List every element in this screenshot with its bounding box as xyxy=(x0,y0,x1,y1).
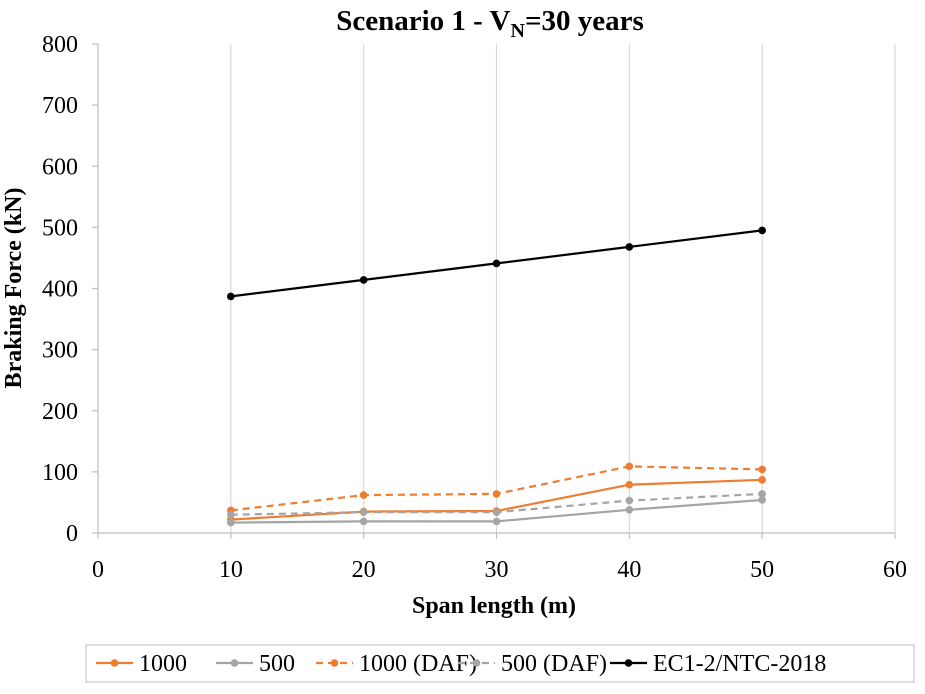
data-point-1-4 xyxy=(758,496,766,504)
data-point-0-3 xyxy=(625,480,634,489)
data-point-1-2 xyxy=(492,517,501,526)
data-point-1-1 xyxy=(359,517,368,526)
y-tick-label-2: 200 xyxy=(42,399,78,425)
y-tick-label-3: 300 xyxy=(42,338,78,364)
data-point-2-1 xyxy=(359,491,368,499)
chart-title: Scenario 1 - VN=30 years xyxy=(336,5,644,42)
data-point-2-2 xyxy=(492,490,501,498)
data-point-4-4 xyxy=(758,226,766,235)
y-axis-label: Braking Force (kN) xyxy=(1,188,27,389)
data-point-4-0 xyxy=(227,292,235,301)
x-tick-label-3: 30 xyxy=(485,557,509,583)
x-tick-label-5: 50 xyxy=(750,557,774,583)
legend-label-1: 500 xyxy=(259,651,295,677)
chart-title-prefix: Scenario 1 - V xyxy=(336,5,510,37)
legend-label-3: 500 (DAF) xyxy=(501,651,607,677)
axes: 0 100 200 300 400 500 600 700 800 0 10 20 30 40 50 60 xyxy=(42,32,907,583)
y-tick-label-1: 100 xyxy=(42,460,78,486)
chart-title-suffix: =30 years xyxy=(525,5,644,37)
chart-title-subscript: N xyxy=(511,20,526,42)
data-point-3-0 xyxy=(227,510,235,519)
data-point-4-2 xyxy=(492,259,501,268)
legend-swatch-marker-3 xyxy=(472,659,481,667)
data-point-3-4 xyxy=(758,490,766,498)
legend-swatch-marker-2 xyxy=(330,659,339,667)
legend-label-2: 1000 (DAF) xyxy=(359,651,477,677)
legend-swatch-marker-1 xyxy=(230,659,239,667)
legend-swatch-marker-4 xyxy=(624,659,633,667)
data-point-4-3 xyxy=(625,243,634,251)
y-tick-label-0: 0 xyxy=(66,521,78,547)
y-tick-label-5: 500 xyxy=(42,215,78,241)
legend-label-0: 1000 xyxy=(139,651,187,677)
legend-swatch-marker-0 xyxy=(110,659,119,667)
data-point-4-1 xyxy=(359,276,368,284)
data-point-2-4 xyxy=(758,465,766,474)
y-tick-label-4: 400 xyxy=(42,277,78,303)
data-point-3-3 xyxy=(625,496,634,505)
x-tick-label-4: 40 xyxy=(617,557,641,583)
grid-lines xyxy=(230,44,896,533)
data-point-1-0 xyxy=(227,518,235,527)
x-axis-label: Span length (m) xyxy=(412,593,576,619)
data-point-1-3 xyxy=(625,505,634,514)
data-point-0-4 xyxy=(758,476,766,484)
y-tick-label-8: 800 xyxy=(42,32,78,58)
y-tick-label-6: 600 xyxy=(42,154,78,180)
x-tick-label-6: 60 xyxy=(883,557,907,583)
data-point-3-2 xyxy=(492,508,501,517)
x-tick-label-1: 10 xyxy=(219,557,243,583)
y-tick-label-7: 700 xyxy=(42,93,78,119)
data-point-2-3 xyxy=(625,462,634,471)
x-tick-label-0: 0 xyxy=(92,557,104,583)
data-point-3-1 xyxy=(359,508,368,517)
legend: 1000 500 1000 (DAF) 500 (DAF) EC1-2/NTC-2018 xyxy=(85,644,915,683)
x-tick-label-2: 20 xyxy=(352,557,376,583)
series-lines xyxy=(227,226,766,527)
legend-label-4: EC1-2/NTC-2018 xyxy=(653,651,826,677)
